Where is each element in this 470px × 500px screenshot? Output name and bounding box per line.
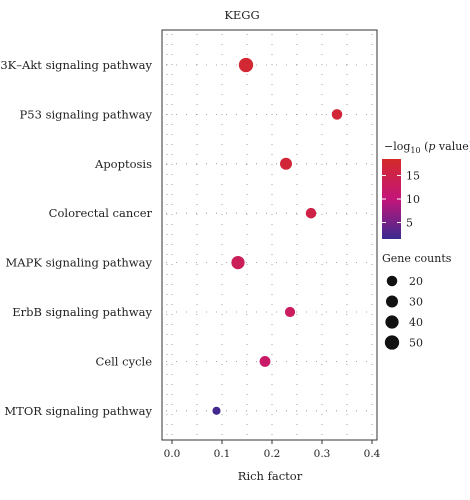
data-point: [331, 109, 343, 120]
x-tick-label: 0.1: [214, 448, 231, 460]
x-axis-ticks: 0.0 0.1 0.2 0.3 0.4: [164, 440, 381, 460]
data-point: [280, 157, 292, 170]
x-tick-label: 0.3: [314, 448, 331, 460]
x-tick-label: 0.2: [264, 448, 281, 460]
data-point: [231, 255, 245, 270]
size-legend-dot: [386, 275, 398, 287]
colorbar-tick-label: 15: [406, 169, 420, 182]
category-label: Colorectal cancer: [49, 206, 153, 220]
chart-title: KEGG: [224, 8, 259, 22]
points-layer: [212, 57, 343, 415]
data-point: [238, 57, 254, 73]
data-point: [259, 355, 271, 367]
category-label: PI3K–Akt signaling pathway: [0, 58, 152, 72]
size-legend-label: 50: [409, 337, 423, 350]
color-legend: −log10 (p value) 5 10 15: [382, 140, 470, 239]
color-legend-title: −log10 (p value): [384, 140, 470, 155]
data-point: [284, 306, 296, 318]
category-label: ErbB signaling pathway: [12, 305, 152, 319]
size-legend-dot: [384, 335, 400, 350]
size-legend-title: Gene counts: [382, 252, 452, 265]
category-label: Cell cycle: [96, 354, 153, 368]
size-legend-items: 20 30 40 50: [384, 275, 423, 350]
size-legend: Gene counts 20 30 40 50: [382, 252, 452, 350]
x-axis-title: Rich factor: [238, 469, 303, 483]
size-legend-label: 20: [409, 275, 423, 288]
category-label: MAPK signaling pathway: [6, 256, 153, 270]
colorbar-ticks: 5 10 15: [382, 169, 420, 230]
category-labels: PI3K–Akt signaling pathway P53 signaling …: [0, 58, 153, 418]
plot-frame: [161, 29, 378, 441]
size-legend-dot: [385, 315, 399, 329]
colorbar: [382, 159, 401, 239]
grid-layer: [166, 34, 373, 436]
category-label: Apoptosis: [94, 157, 152, 171]
size-legend-label: 30: [409, 296, 423, 309]
category-label: MTOR signaling pathway: [4, 404, 152, 418]
category-label: P53 signaling pathway: [20, 107, 153, 121]
colorbar-tick-label: 5: [406, 217, 413, 230]
size-legend-dot: [386, 295, 398, 308]
size-legend-label: 40: [409, 316, 423, 329]
data-point: [305, 207, 317, 219]
colorbar-tick-label: 10: [406, 193, 420, 206]
x-tick-label: 0.0: [164, 448, 181, 460]
x-tick-label: 0.4: [364, 448, 381, 460]
data-point: [212, 406, 221, 415]
